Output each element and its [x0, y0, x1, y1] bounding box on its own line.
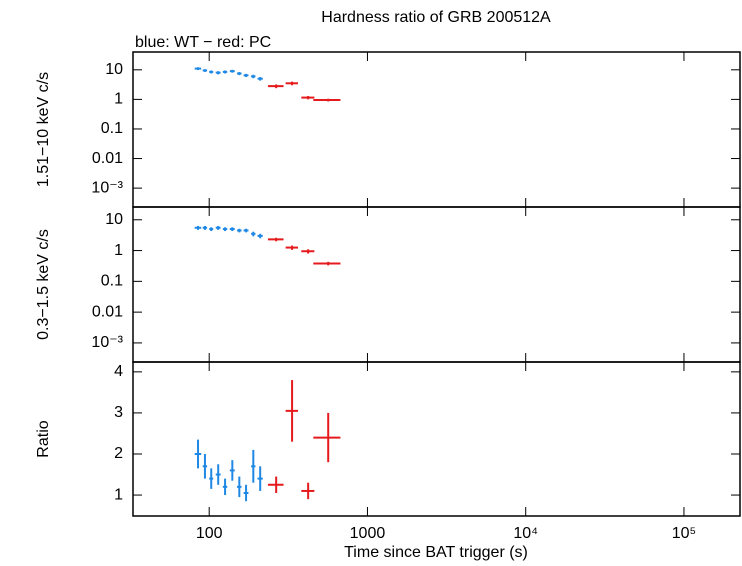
y-axis-label: 1.51−10 keV c/s — [35, 72, 52, 187]
y-tick-label: 3 — [114, 404, 123, 421]
x-axis-label: Time since BAT trigger (s) — [344, 544, 528, 561]
plot-frame — [132, 206, 741, 363]
x-tick-label: 1000 — [350, 525, 386, 542]
chart-subtitle: blue: WT − red: PC — [135, 34, 271, 51]
y-tick-label: 0.1 — [101, 273, 123, 290]
y-tick-label: 2 — [114, 445, 123, 462]
y-tick-label: 1 — [114, 486, 123, 503]
y-tick-label: 10 — [105, 211, 123, 228]
plot-frame — [132, 361, 741, 517]
y-axis-label: 0.3−1.5 keV c/s — [35, 229, 52, 340]
y-axis-label: Ratio — [35, 420, 52, 457]
x-tick-label: 100 — [196, 525, 223, 542]
x-tick-label: 10⁴ — [513, 525, 538, 542]
plot-frame — [132, 51, 741, 208]
y-tick-label: 1 — [114, 242, 123, 259]
y-tick-label: 0.1 — [101, 120, 123, 137]
y-tick-label: 0.01 — [92, 150, 123, 167]
x-tick-label: 10⁵ — [672, 525, 696, 542]
y-tick-label: 10⁻³ — [91, 179, 123, 196]
y-tick-label: 10 — [105, 61, 123, 78]
y-tick-label: 4 — [114, 363, 123, 380]
chart-title: Hardness ratio of GRB 200512A — [321, 9, 551, 26]
y-tick-label: 10⁻³ — [91, 334, 123, 351]
y-tick-label: 0.01 — [92, 303, 123, 320]
y-tick-label: 1 — [114, 91, 123, 108]
